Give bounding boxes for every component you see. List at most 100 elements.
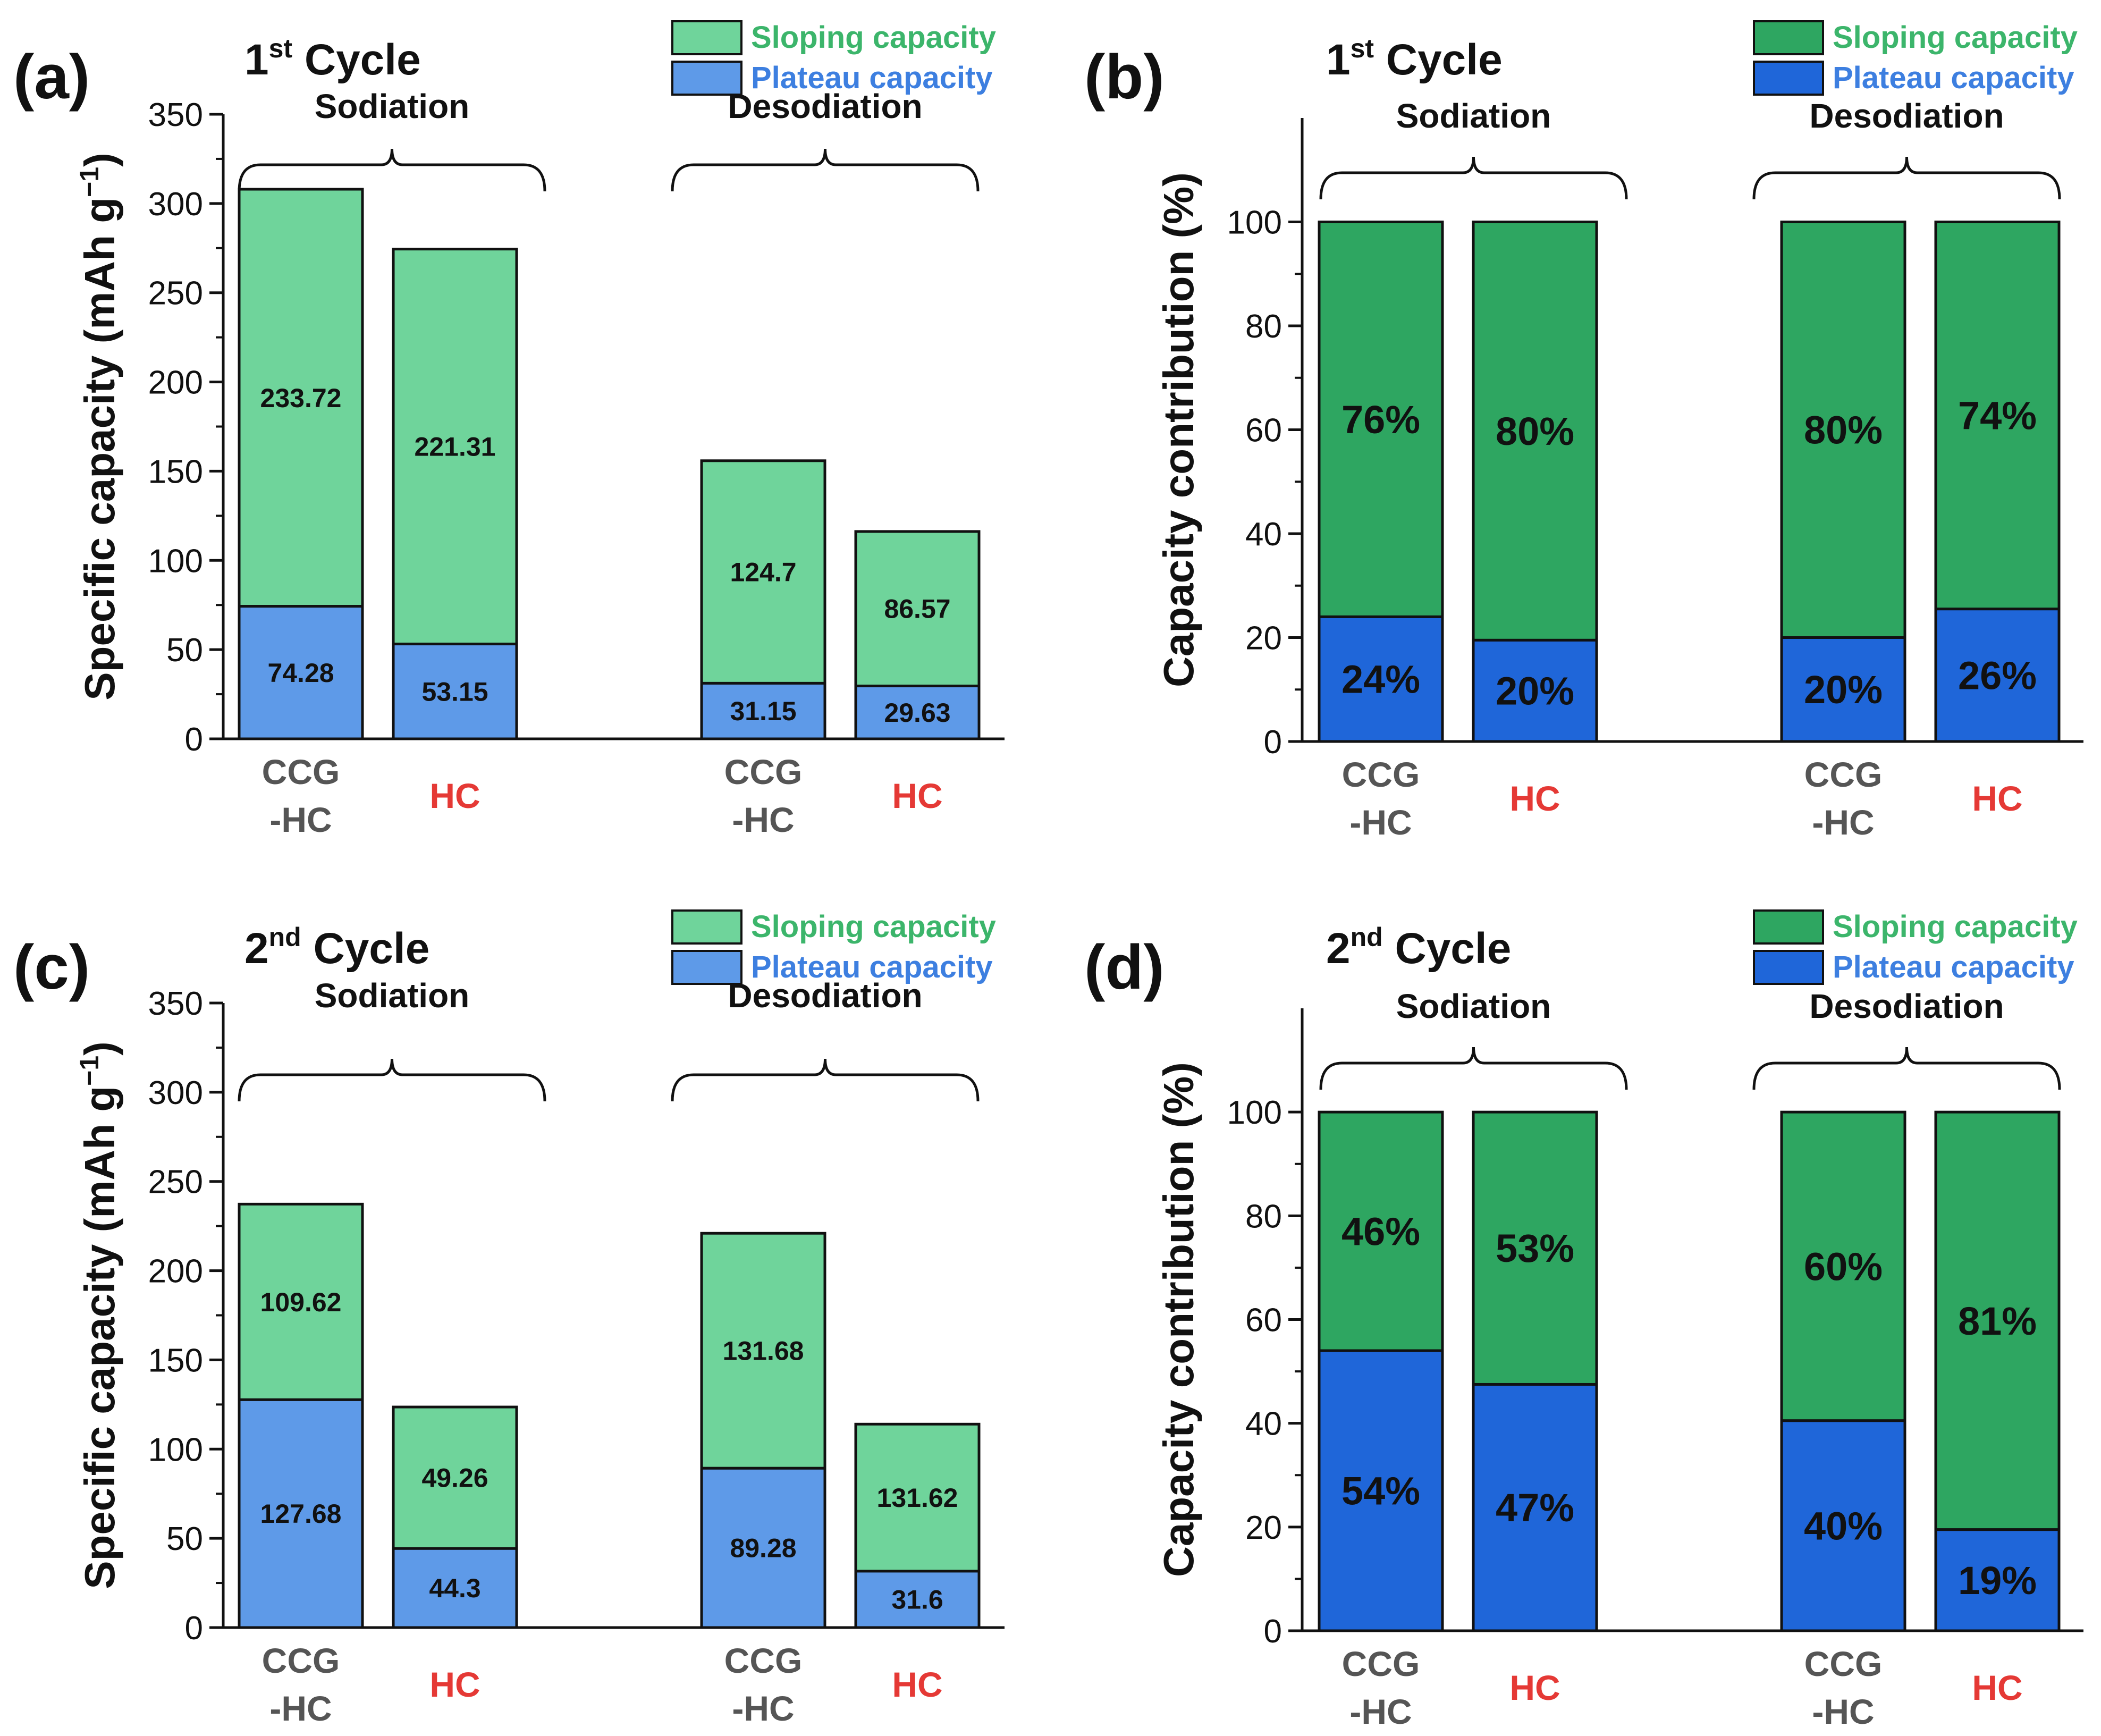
y-axis-label: Capacity contribution (%) — [1155, 1062, 1202, 1577]
bar-segment-plateau — [700, 681, 826, 740]
y-tick-label: 100 — [1227, 205, 1282, 241]
data-label-sloping: 233.72 — [260, 383, 342, 413]
data-label-sloping: 60% — [1804, 1244, 1883, 1288]
data-label-sloping: 81% — [1958, 1299, 2037, 1343]
data-label-plateau: 54% — [1341, 1469, 1420, 1513]
legend-label-plateau: Plateau capacity — [751, 950, 993, 984]
legend-label-plateau: Plateau capacity — [1833, 61, 2074, 95]
legend-swatch-sloping — [1753, 20, 1824, 55]
y-tick-label: 0 — [1264, 1613, 1282, 1650]
bar-segment-sloping — [700, 1232, 826, 1470]
panel-a: (a) 1st Cycle Sloping capacity Plateau capa… — [13, 20, 1005, 839]
x-tick-label: CCG — [724, 1641, 803, 1680]
legend-label-plateau: Plateau capacity — [1833, 950, 2074, 984]
data-label-plateau: 26% — [1958, 653, 2037, 697]
y-tick-label: 300 — [148, 1075, 203, 1111]
bar-3: 124.7 31.15 CCG -HC — [700, 459, 826, 839]
y-tick-label: 0 — [185, 721, 203, 758]
x-tick-label: CCG — [1342, 755, 1420, 794]
bar-2: 49.26 44.3 HC — [392, 1405, 518, 1704]
bar-2: 80% 20% HC — [1472, 221, 1598, 818]
y-tick-label: 80 — [1245, 308, 1282, 345]
group-brace — [238, 1058, 546, 1102]
group-label: Sodiation — [315, 87, 470, 125]
legend-label-sloping: Sloping capacity — [1833, 909, 2078, 944]
x-tick-label: CCG — [1342, 1644, 1420, 1683]
x-tick-label-line2: -HC — [269, 800, 332, 839]
x-tick-label: HC — [1509, 1668, 1560, 1707]
data-label-plateau: 24% — [1341, 658, 1420, 702]
y-tick-label: 250 — [148, 1164, 203, 1201]
data-label-plateau: 74.28 — [267, 658, 334, 688]
bar-segment-plateau — [238, 605, 364, 740]
bar-segment-sloping — [1780, 1110, 1906, 1422]
bar-segment-sloping — [1934, 1110, 2061, 1531]
data-label-sloping: 80% — [1496, 409, 1574, 453]
group-brace — [1752, 1047, 2061, 1090]
bar-segment-plateau — [392, 1547, 518, 1629]
y-axis-label: Capacity contribution (%) — [1155, 172, 1202, 687]
bar-segment-sloping — [1318, 1110, 1444, 1352]
panel-label: (d) — [1084, 932, 1165, 1002]
data-label-plateau: 53.15 — [421, 677, 488, 706]
bar-segment-plateau — [854, 685, 981, 740]
y-tick-label: 80 — [1245, 1198, 1282, 1235]
bar-4: 131.62 31.6 HC — [854, 1422, 981, 1704]
x-tick-label-line2: -HC — [1349, 803, 1412, 842]
y-tick-label: 300 — [148, 186, 203, 223]
bar-3: 80% 20% CCG -HC — [1780, 221, 1906, 842]
x-tick-label: HC — [1972, 779, 2022, 818]
group-label: Desodiation — [1809, 97, 2004, 135]
panel-d: (d) 2nd Cycle Sloping capacity Plateau capa… — [1084, 909, 2083, 1731]
data-label-sloping: 131.62 — [877, 1483, 958, 1513]
data-label-sloping: 221.31 — [415, 432, 496, 462]
bar-4: 74% 26% HC — [1934, 221, 2061, 818]
legend-swatch-plateau — [671, 61, 742, 96]
bar-segment-plateau — [1318, 615, 1444, 743]
data-label-plateau: 89.28 — [730, 1533, 796, 1563]
panel-c: (c) 2nd Cycle Sloping capacity Plateau capa… — [13, 909, 1005, 1728]
group-brace — [1319, 1047, 1628, 1090]
group-label: Desodiation — [728, 976, 922, 1015]
data-label-plateau: 31.6 — [891, 1585, 943, 1614]
legend-swatch-sloping — [671, 20, 742, 55]
group-brace — [671, 1058, 980, 1102]
y-axis-label: Specific capacity (mAh g−1) — [74, 1041, 123, 1589]
bar-segment-plateau — [238, 1398, 364, 1629]
bar-segment-plateau — [1934, 1528, 2061, 1632]
bar-segment-sloping — [392, 248, 518, 646]
x-tick-label-line2: -HC — [1349, 1692, 1412, 1731]
x-tick-label: HC — [1509, 779, 1560, 818]
bar-segment-plateau — [700, 1467, 826, 1629]
y-tick-label: 60 — [1245, 1302, 1282, 1339]
y-tick-label: 200 — [148, 365, 203, 401]
data-label-sloping: 46% — [1341, 1210, 1420, 1254]
panel-b: (b) 1st Cycle Sloping capacity Plateau capa… — [1084, 20, 2083, 842]
legend: Sloping capacity Plateau capacity — [671, 909, 996, 985]
x-tick-label-line2: -HC — [1812, 1692, 1874, 1731]
legend-swatch-plateau — [1753, 61, 1824, 96]
data-label-plateau: 47% — [1496, 1486, 1574, 1530]
bar-4: 86.57 29.63 HC — [854, 530, 981, 815]
y-tick-label: 50 — [166, 632, 203, 669]
y-tick-label: 20 — [1245, 1510, 1282, 1546]
panel-label: (b) — [1084, 42, 1165, 112]
bar-segment-plateau — [1318, 1349, 1444, 1632]
bar-segment-sloping — [1780, 221, 1906, 639]
data-label-sloping: 49.26 — [421, 1463, 488, 1493]
data-label-plateau: 40% — [1804, 1504, 1883, 1548]
group-brace — [238, 148, 546, 192]
bar-1: 46% 54% CCG -HC — [1318, 1110, 1444, 1731]
cycle-title: 2nd Cycle — [244, 922, 429, 973]
x-tick-label: CCG — [1804, 755, 1883, 794]
y-tick-label: 350 — [148, 97, 203, 133]
data-label-sloping: 124.7 — [730, 558, 796, 587]
legend-label-plateau: Plateau capacity — [751, 61, 993, 95]
x-tick-label-line2: -HC — [1812, 803, 1874, 842]
group-label: Sodiation — [315, 976, 470, 1015]
data-label-plateau: 19% — [1958, 1558, 2037, 1603]
bar-segment-plateau — [854, 1570, 981, 1629]
legend-swatch-plateau — [671, 950, 742, 985]
bar-segment-sloping — [392, 1405, 518, 1550]
